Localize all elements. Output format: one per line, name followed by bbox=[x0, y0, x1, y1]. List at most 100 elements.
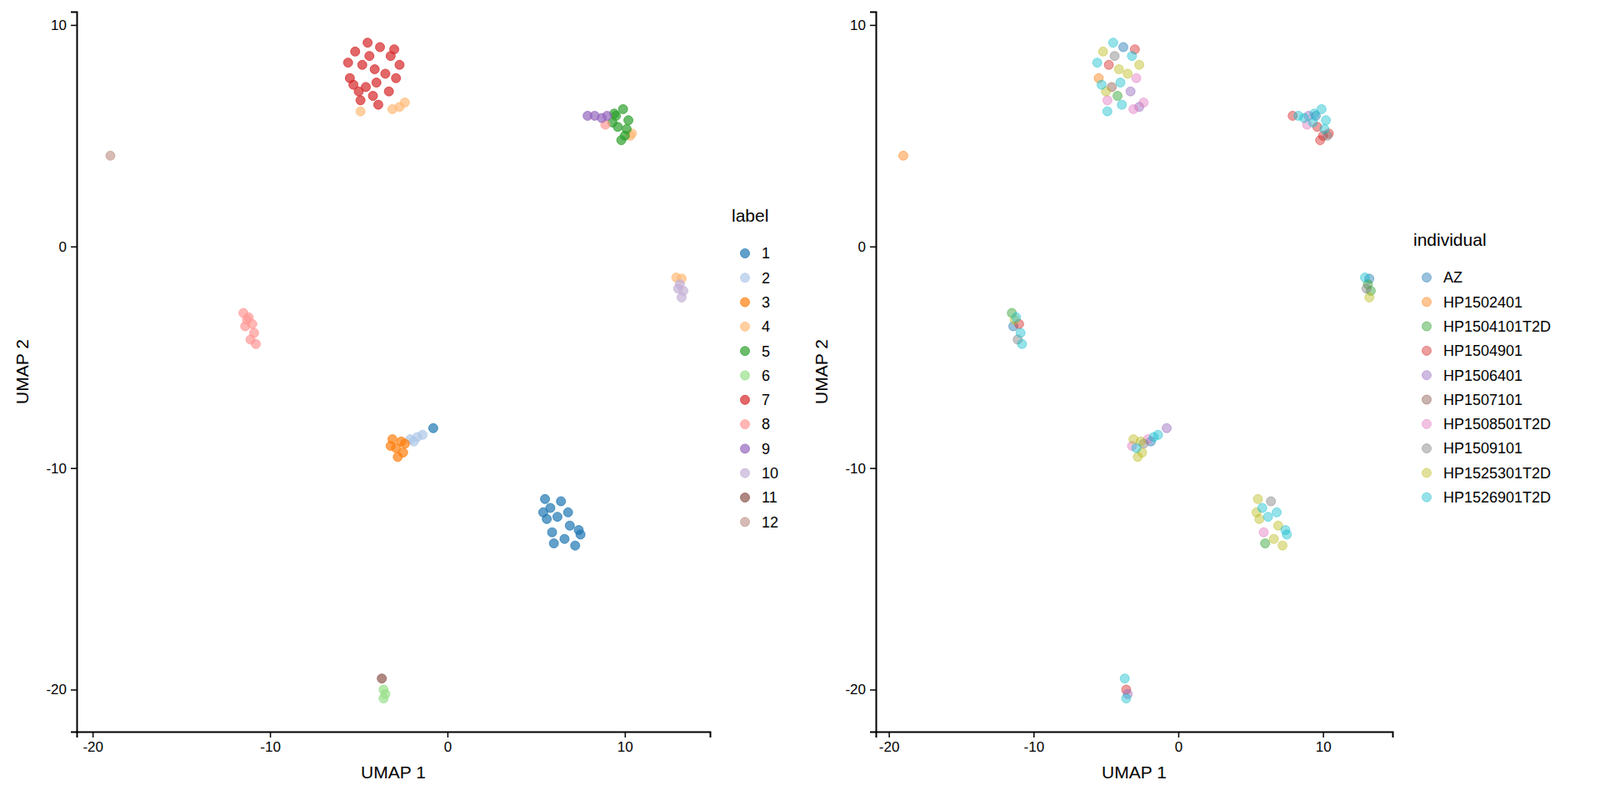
legend-item: 8 bbox=[740, 415, 771, 433]
point bbox=[393, 452, 403, 462]
point bbox=[380, 69, 390, 79]
legend-title: label bbox=[731, 205, 769, 225]
legend-label: HP1525301T2D bbox=[1443, 465, 1551, 482]
point bbox=[570, 540, 580, 550]
tick-label: 0 bbox=[1175, 739, 1183, 755]
legend-item: HP1507101 bbox=[1422, 391, 1524, 409]
series bbox=[898, 73, 1103, 160]
legend-item: HP1502401 bbox=[1422, 294, 1524, 311]
tick-label: -10 bbox=[845, 460, 866, 477]
legend-item: 10 bbox=[740, 465, 780, 482]
legend-item: HP1526901T2D bbox=[1422, 489, 1552, 506]
legend-item: 1 bbox=[740, 245, 771, 262]
point bbox=[242, 315, 252, 325]
tick-label: 10 bbox=[50, 17, 67, 34]
series bbox=[1102, 73, 1312, 537]
point bbox=[418, 430, 428, 440]
panel: -20-10010-20-10010UMAP 1UMAP 2individual… bbox=[811, 12, 1551, 783]
legend-symbol bbox=[740, 468, 750, 478]
tick: 10 bbox=[50, 17, 77, 34]
point bbox=[1320, 124, 1330, 134]
point bbox=[549, 539, 559, 549]
legend-label: 11 bbox=[761, 489, 778, 506]
legend-label: HP1508501T2D bbox=[1443, 415, 1551, 433]
legend-label: 3 bbox=[761, 294, 770, 311]
point bbox=[1133, 452, 1143, 462]
tick-mark bbox=[870, 246, 876, 249]
tick: -20 bbox=[45, 681, 77, 698]
series bbox=[355, 97, 686, 283]
series bbox=[105, 150, 115, 160]
legend-item: 11 bbox=[740, 489, 778, 506]
y-axis-title: UMAP 2 bbox=[811, 339, 831, 405]
tick-mark bbox=[70, 25, 77, 27]
point bbox=[349, 80, 359, 90]
legend: individualAZHP1502401HP1504101T2DHP15049… bbox=[1413, 230, 1551, 506]
point bbox=[1263, 512, 1273, 522]
point bbox=[1129, 104, 1139, 114]
point bbox=[363, 38, 373, 48]
tick: 10 bbox=[1315, 731, 1332, 755]
tick-mark bbox=[70, 246, 77, 249]
legend-symbol bbox=[740, 444, 750, 454]
point bbox=[1269, 534, 1279, 544]
points bbox=[105, 38, 689, 704]
point bbox=[350, 46, 360, 56]
tick-mark bbox=[625, 731, 627, 738]
point bbox=[428, 423, 438, 433]
point bbox=[368, 91, 378, 101]
point bbox=[1104, 60, 1114, 70]
legend-symbol bbox=[740, 249, 750, 259]
point bbox=[1117, 100, 1127, 110]
legend-item: AZ bbox=[1422, 269, 1464, 286]
point bbox=[1153, 430, 1163, 440]
point bbox=[560, 534, 570, 544]
series bbox=[1010, 46, 1374, 550]
point bbox=[616, 135, 626, 145]
point bbox=[552, 512, 562, 522]
series bbox=[1014, 45, 1334, 695]
point bbox=[373, 100, 383, 110]
legend-item: 12 bbox=[740, 514, 780, 531]
tick-label: -10 bbox=[260, 739, 281, 755]
point bbox=[563, 507, 573, 517]
point bbox=[618, 104, 628, 114]
tick: 0 bbox=[1175, 731, 1183, 755]
point bbox=[395, 60, 405, 70]
point bbox=[673, 284, 683, 294]
point bbox=[1120, 674, 1130, 684]
axis-line bbox=[77, 732, 711, 739]
legend-symbol bbox=[1422, 395, 1432, 405]
point bbox=[357, 60, 367, 70]
legend-label: 2 bbox=[761, 270, 770, 287]
tick: -10 bbox=[1024, 731, 1045, 755]
axis-line bbox=[70, 12, 78, 733]
legend-symbol bbox=[740, 517, 750, 527]
legend-label: HP1506401 bbox=[1443, 367, 1523, 385]
tick-mark bbox=[270, 731, 272, 738]
point bbox=[1121, 694, 1131, 704]
point bbox=[1108, 38, 1118, 48]
y-axis-title: UMAP 2 bbox=[12, 339, 32, 405]
legend-symbol bbox=[1422, 419, 1432, 429]
legend-item: 7 bbox=[740, 391, 771, 409]
point bbox=[105, 150, 115, 160]
tick-label: 10 bbox=[617, 739, 634, 755]
point bbox=[621, 124, 631, 134]
tick-mark bbox=[92, 731, 95, 738]
legend-label: HP1526901T2D bbox=[1443, 489, 1551, 506]
series bbox=[428, 423, 585, 550]
legend-symbol bbox=[740, 420, 750, 430]
tick-mark bbox=[1033, 731, 1035, 738]
point bbox=[556, 496, 566, 506]
legend-label: 1 bbox=[761, 245, 770, 262]
point bbox=[377, 674, 387, 684]
point bbox=[400, 97, 410, 107]
point bbox=[1102, 95, 1112, 105]
point bbox=[370, 65, 380, 75]
tick-mark bbox=[1322, 731, 1325, 738]
legend-item: 3 bbox=[740, 294, 771, 311]
legend-symbol bbox=[1422, 468, 1432, 478]
point bbox=[602, 110, 612, 120]
series bbox=[1008, 42, 1374, 446]
